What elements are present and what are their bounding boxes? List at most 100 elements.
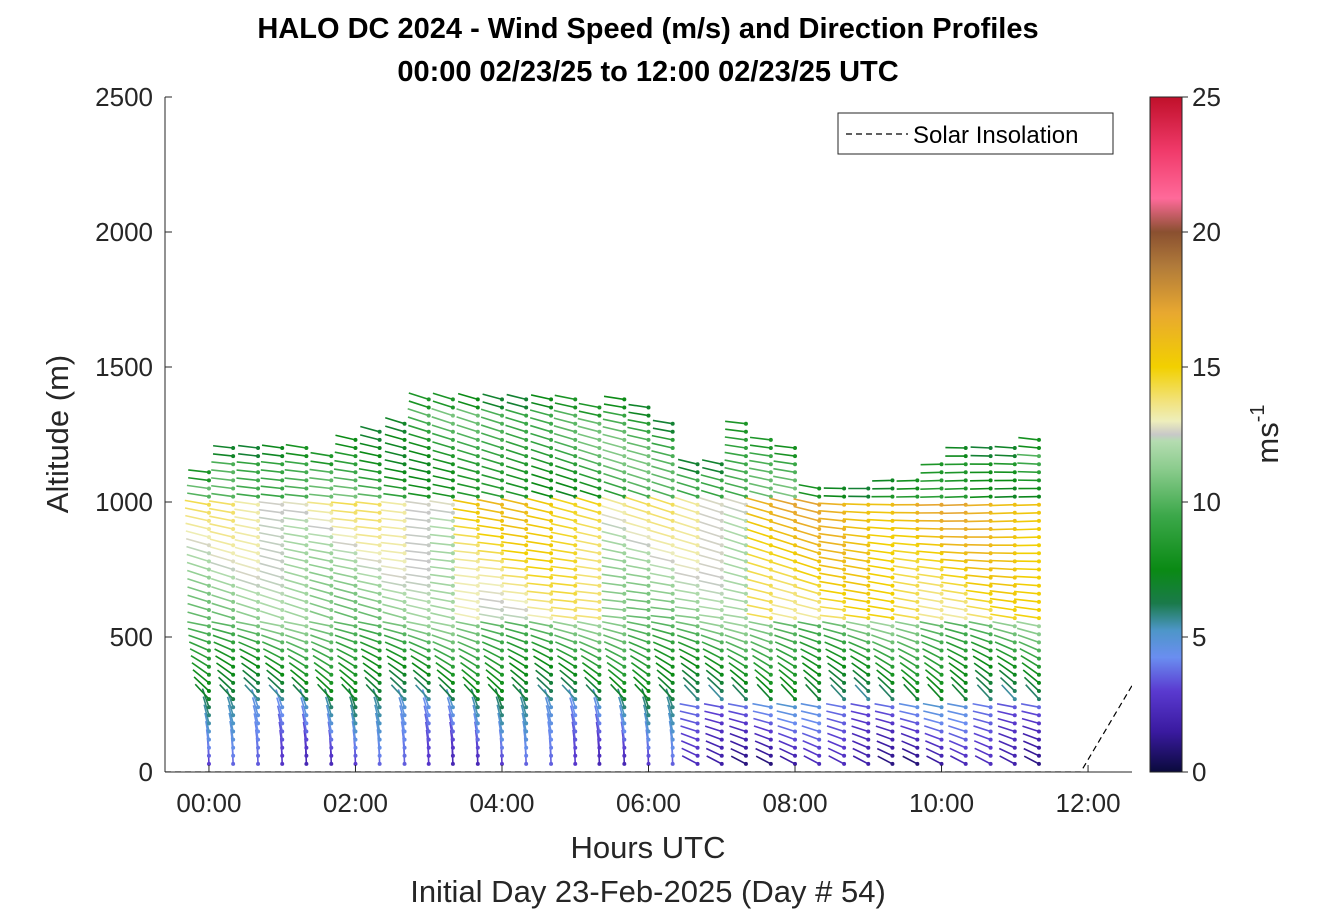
wind-barb-head: [231, 656, 236, 661]
wind-barb: [431, 432, 454, 441]
wind-barb: [947, 655, 967, 668]
wind-barb: [769, 512, 796, 522]
wind-barb-head: [573, 737, 578, 742]
wind-barb-head: [329, 543, 334, 548]
wind-barb-head: [377, 454, 382, 459]
wind-barb: [259, 562, 283, 571]
wind-barb-head: [549, 721, 554, 726]
wind-barb: [380, 533, 405, 538]
wind-barb-head: [915, 494, 920, 499]
wind-barb: [406, 611, 429, 619]
wind-barb-head: [988, 664, 993, 669]
wind-barb-head: [402, 689, 407, 693]
wind-barb: [203, 704, 210, 724]
wind-barb-head: [695, 656, 700, 661]
wind-barb-head: [622, 437, 627, 442]
wind-barb-head: [646, 535, 651, 540]
wind-barb-head: [842, 494, 847, 499]
wind-barb: [698, 588, 722, 595]
wind-barb: [851, 725, 869, 733]
x-tick-label: 02:00: [323, 788, 388, 818]
wind-barb: [241, 662, 259, 676]
wind-barb-head: [646, 543, 651, 548]
wind-barb-head: [573, 543, 578, 548]
wind-barb-head: [280, 761, 285, 766]
wind-barb-head: [768, 446, 773, 450]
wind-barb: [432, 641, 454, 652]
wind-barb: [238, 444, 259, 449]
wind-barb: [234, 500, 259, 506]
wind-barb-head: [304, 624, 309, 629]
wind-barb: [410, 655, 430, 668]
wind-barb: [650, 606, 673, 611]
wind-barb: [578, 473, 600, 482]
wind-barb-head: [768, 454, 773, 459]
wind-barb-head: [280, 454, 285, 459]
wind-barb-head: [743, 575, 748, 580]
wind-barb: [700, 474, 722, 482]
wind-barb: [625, 547, 649, 555]
wind-barb-head: [817, 535, 822, 540]
wind-barb: [970, 634, 991, 644]
wind-barb-head: [499, 761, 504, 766]
wind-barb-head: [915, 680, 920, 685]
wind-barb: [676, 627, 698, 636]
wind-barb: [1020, 654, 1040, 668]
wind-barb: [776, 710, 796, 717]
wind-barb: [356, 564, 380, 571]
wind-barb-head: [499, 648, 504, 653]
wind-barb: [941, 589, 966, 595]
wind-barb-head: [524, 518, 529, 523]
wind-barb-head: [499, 543, 504, 548]
wind-barb: [309, 602, 332, 611]
wind-barb: [506, 393, 527, 401]
wind-barb-head: [206, 575, 211, 580]
wind-barb-head: [402, 745, 407, 750]
wind-barb: [258, 508, 283, 514]
wind-barb: [260, 627, 283, 636]
wind-barb-head: [793, 761, 798, 766]
wind-barb: [847, 634, 869, 644]
wind-barb-head: [817, 616, 822, 621]
wind-barb: [893, 580, 918, 587]
wind-barb: [259, 547, 283, 555]
wind-barb: [794, 528, 820, 538]
wind-barb: [773, 475, 796, 482]
wind-barb: [900, 725, 918, 733]
wind-barb-head: [622, 454, 627, 459]
wind-barb-head: [1036, 705, 1041, 710]
wind-barb-head: [915, 575, 920, 580]
wind-barb-head: [426, 470, 431, 475]
wind-barb: [818, 548, 845, 555]
wind-barb: [724, 634, 747, 644]
wind-barb-head: [402, 672, 407, 677]
wind-barb: [550, 548, 576, 555]
wind-barb: [680, 740, 698, 749]
wind-barb: [283, 532, 307, 538]
wind-barb-head: [695, 729, 700, 734]
colorbar-tick-label: 5: [1192, 622, 1206, 652]
wind-barb-head: [670, 761, 675, 766]
wind-barb-head: [1012, 470, 1017, 475]
wind-barb-head: [377, 753, 382, 758]
wind-barb-head: [426, 745, 431, 750]
wind-barb-head: [256, 462, 261, 467]
wind-barb-head: [475, 543, 480, 548]
wind-barb-head: [353, 721, 358, 726]
wind-barb: [405, 557, 429, 563]
wind-barb-head: [670, 559, 675, 564]
wind-barb-head: [377, 446, 382, 450]
wind-barb: [348, 688, 357, 708]
wind-barb: [917, 596, 942, 603]
wind-barb: [387, 662, 406, 676]
wind-barb: [463, 683, 479, 700]
wind-barb: [184, 507, 210, 514]
wind-barb: [993, 627, 1015, 636]
wind-barb: [899, 710, 918, 717]
wind-barb: [359, 641, 380, 652]
wind-barb-head: [329, 664, 334, 669]
wind-barb-head: [402, 729, 407, 734]
wind-barb-head: [793, 737, 798, 742]
wind-barb: [1013, 567, 1039, 571]
wind-barb: [972, 655, 992, 668]
